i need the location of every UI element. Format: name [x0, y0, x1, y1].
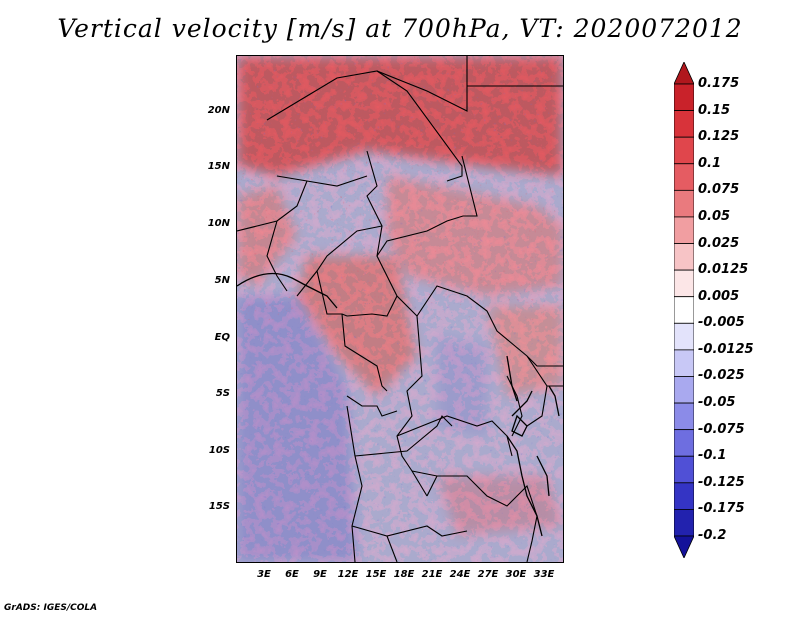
- colorbar-label: 0.0125: [698, 262, 749, 278]
- colorbar-bin: [674, 535, 694, 558]
- colorbar-label: 0.025: [698, 235, 740, 251]
- colorbar-bin: [674, 322, 694, 351]
- lat-label: 5N: [214, 275, 230, 286]
- chart-title: Vertical velocity [m/s] at 700hPa, VT: 2…: [57, 14, 743, 43]
- lat-label: 5S: [215, 388, 230, 399]
- colorbar-label: -0.005: [698, 315, 745, 331]
- country-borders: [237, 56, 563, 562]
- colorbar-label: 0.125: [698, 129, 740, 145]
- field-speckle-north: [237, 56, 563, 146]
- lon-label: 9E: [313, 569, 327, 580]
- colorbar-bin: [674, 163, 694, 191]
- colorbar-bin: [674, 243, 694, 271]
- colorbar-bin: [674, 349, 694, 377]
- lon-label: 15E: [365, 569, 387, 580]
- colorbar-bin: [674, 136, 694, 165]
- colorbar-label: 0.15: [698, 102, 731, 118]
- lat-label: 10S: [208, 445, 230, 456]
- colorbar-bin: [674, 429, 694, 457]
- colorbar-bin: [674, 296, 694, 324]
- colorbar-label: 0.1: [698, 155, 722, 171]
- lon-label: 24E: [449, 569, 471, 580]
- colorbar-label: -0.025: [698, 368, 745, 384]
- colorbar-label: 0.05: [698, 208, 731, 224]
- colorbar-label: 0.075: [698, 182, 740, 198]
- lat-label: 15N: [207, 161, 230, 172]
- colorbar-label: -0.125: [698, 474, 745, 490]
- colorbar: [674, 62, 694, 558]
- colorbar-bin: [674, 509, 694, 537]
- colorbar-label: 0.175: [698, 76, 740, 91]
- map-panel: [236, 55, 564, 563]
- lon-label: 3E: [257, 569, 271, 580]
- colorbar-bin: [674, 482, 694, 510]
- colorbar-label: 0.005: [698, 288, 740, 304]
- colorbar-bin: [674, 376, 694, 404]
- lon-label: 18E: [393, 569, 415, 580]
- colorbar-label: -0.0125: [698, 341, 754, 357]
- colorbar-bin: [674, 455, 694, 484]
- colorbar-bin: [674, 83, 694, 111]
- credit-text: GrADS: IGES/COLA: [4, 603, 98, 613]
- lat-label: 20N: [207, 105, 230, 116]
- map-canvas: [237, 56, 563, 562]
- colorbar-bin: [674, 216, 694, 244]
- lat-label: EQ: [214, 332, 230, 343]
- colorbar-bin: [674, 402, 694, 431]
- lon-label: 33E: [533, 569, 555, 580]
- colorbar-bin: [674, 189, 694, 218]
- lat-label: 10N: [207, 218, 230, 229]
- lon-label: 12E: [337, 569, 359, 580]
- colorbar-label: -0.05: [698, 395, 736, 411]
- colorbar-bin: [674, 110, 694, 138]
- colorbar-label: -0.175: [698, 501, 745, 517]
- colorbar-label: -0.1: [698, 448, 727, 464]
- lon-label: 30E: [505, 569, 527, 580]
- colorbar-label: -0.2: [698, 528, 727, 543]
- colorbar-bin: [674, 62, 694, 85]
- lon-label: 21E: [421, 569, 443, 580]
- colorbar-label: -0.075: [698, 421, 745, 437]
- lon-label: 6E: [285, 569, 299, 580]
- lakes-coastline: [237, 272, 560, 537]
- lat-label: 15S: [208, 501, 230, 512]
- lon-label: 27E: [477, 569, 499, 580]
- colorbar-bin: [674, 269, 694, 298]
